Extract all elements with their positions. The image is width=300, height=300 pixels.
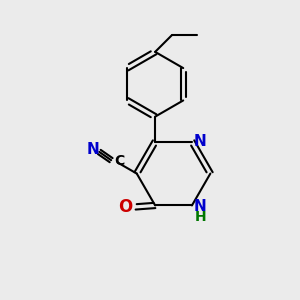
Text: H: H [194,210,206,224]
Text: N: N [86,142,99,157]
Text: C: C [114,154,124,168]
Text: N: N [194,200,207,214]
Text: N: N [194,134,207,149]
Text: O: O [118,198,132,216]
